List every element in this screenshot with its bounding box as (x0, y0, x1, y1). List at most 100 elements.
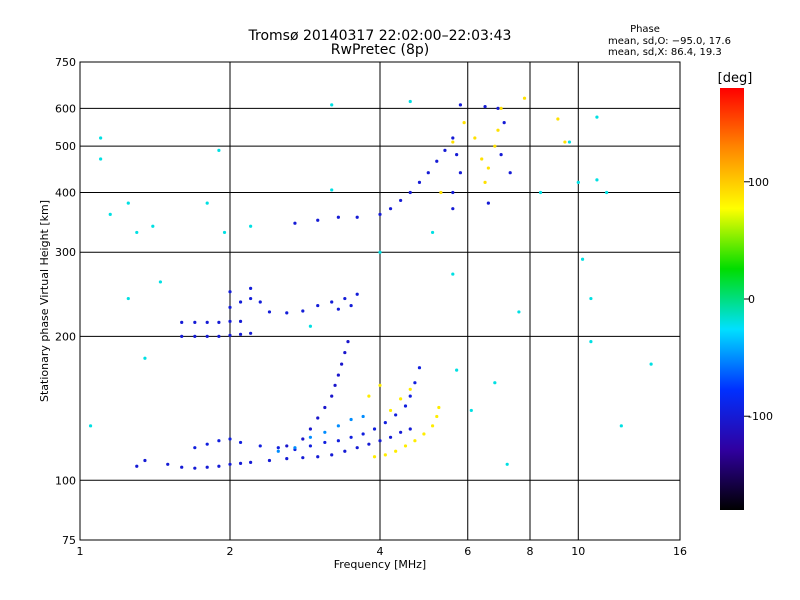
data-point (99, 136, 103, 140)
x-tick-label: 2 (227, 545, 234, 558)
data-point (126, 296, 130, 301)
data-point (228, 319, 232, 323)
data-point (576, 180, 580, 184)
data-point (469, 408, 473, 413)
data-point (383, 421, 387, 425)
data-point (249, 296, 253, 301)
data-point (316, 455, 320, 459)
data-point (285, 457, 289, 461)
data-point (330, 103, 334, 107)
data-point (193, 466, 197, 470)
data-point (349, 303, 353, 308)
data-point (316, 303, 320, 308)
data-point (205, 201, 209, 205)
data-point (413, 439, 417, 443)
data-point (388, 408, 393, 413)
data-point (228, 462, 232, 466)
data-point (408, 394, 412, 398)
data-point (483, 105, 487, 109)
x-tick-label: 1 (77, 545, 84, 558)
data-point (426, 171, 430, 175)
colorbar (720, 88, 744, 510)
data-point (323, 430, 327, 434)
data-point (308, 324, 313, 328)
data-point (293, 446, 297, 450)
data-point (388, 207, 393, 211)
data-points (88, 96, 653, 470)
data-point (349, 435, 353, 439)
data-point (151, 224, 155, 228)
data-point (88, 424, 93, 428)
data-point (486, 166, 490, 170)
data-point (180, 334, 184, 338)
data-point (316, 218, 320, 222)
data-point (493, 144, 497, 148)
data-point (249, 224, 253, 228)
chart-title: Tromsø 20140317 22:02:00–22:03:43 (248, 28, 512, 44)
data-point (355, 446, 359, 450)
data-point (451, 207, 455, 211)
data-point (589, 296, 593, 301)
data-point (308, 444, 313, 448)
data-point (158, 280, 163, 284)
data-point (193, 446, 197, 450)
data-point (180, 320, 184, 324)
data-point (378, 250, 382, 254)
data-point (417, 180, 422, 184)
data-point (505, 462, 509, 466)
x-tick-label: 4 (377, 545, 384, 558)
data-point (135, 230, 139, 235)
data-point (276, 449, 280, 453)
data-point (346, 340, 350, 344)
data-point (316, 416, 320, 420)
data-point (308, 427, 313, 431)
data-point (343, 350, 347, 355)
data-point (437, 405, 441, 410)
data-point (258, 300, 262, 304)
data-point (378, 439, 382, 443)
data-point (355, 215, 359, 219)
data-point (293, 221, 297, 225)
data-point (649, 362, 653, 366)
data-point (462, 121, 466, 125)
data-point (499, 106, 503, 110)
data-point (538, 190, 543, 195)
data-point (394, 449, 398, 453)
data-point (443, 148, 447, 152)
x-tick-label: 10 (571, 545, 585, 558)
data-point (408, 427, 412, 431)
y-tick-label: 200 (55, 330, 76, 343)
data-point (388, 435, 393, 439)
data-point (408, 190, 412, 195)
data-point (193, 334, 197, 338)
data-point (193, 320, 197, 324)
data-point (493, 381, 497, 385)
data-point (301, 309, 305, 313)
data-point (451, 136, 455, 140)
grid-lines (80, 62, 680, 540)
data-point (238, 440, 243, 445)
data-point (480, 157, 484, 161)
data-point (439, 190, 443, 195)
data-point (458, 171, 463, 175)
y-tick-label: 750 (55, 56, 76, 69)
data-point (499, 153, 503, 157)
data-point (451, 140, 455, 144)
data-point (502, 121, 506, 125)
data-point (330, 394, 334, 398)
data-point (228, 437, 232, 441)
data-point (99, 157, 103, 161)
data-point (508, 171, 512, 175)
data-point (323, 405, 327, 410)
data-point (333, 383, 337, 387)
data-point (249, 331, 253, 335)
data-point (563, 140, 567, 144)
colorbar-tick-label: 100 (748, 176, 769, 189)
data-point (285, 444, 289, 448)
colorbar-ticks: 100 0 -100 (744, 176, 773, 423)
data-point (567, 140, 572, 144)
data-point (403, 404, 408, 408)
y-tick-label: 100 (55, 474, 76, 487)
x-tick-label: 8 (527, 545, 534, 558)
